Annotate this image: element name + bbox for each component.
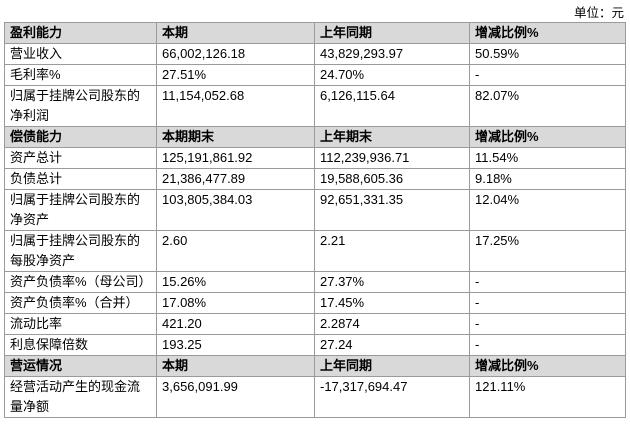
cell: 17.45% bbox=[314, 292, 470, 314]
cell: 本期 bbox=[156, 22, 315, 44]
cell: 上年同期 bbox=[314, 355, 470, 377]
cell: 12.04% bbox=[469, 189, 626, 231]
cell: 增减比例% bbox=[469, 22, 626, 44]
cell: 2.21 bbox=[314, 230, 470, 272]
unit-label: 单位：元 bbox=[573, 6, 624, 20]
cell: 11.54% bbox=[469, 147, 626, 169]
table-row: 资产负债率%（母公司） 15.26% 27.37% - bbox=[4, 271, 626, 293]
cell: 193.25 bbox=[156, 334, 315, 356]
cell: 资产负债率%（合并） bbox=[4, 292, 157, 314]
table-row: 流动比率 421.20 2.2874- bbox=[4, 313, 626, 335]
cell: 125,191,861.92 bbox=[156, 147, 315, 169]
cell: 17.25% bbox=[469, 230, 626, 272]
cell: 2.2874 bbox=[314, 313, 470, 335]
cell: 经营活动产生的现金流量净额 bbox=[4, 376, 157, 418]
cell: 50.59% bbox=[469, 43, 626, 65]
section-header: 偿债能力 本期期末 上年期末 增减比例% bbox=[4, 126, 626, 148]
cell: 21,386,477.89 bbox=[156, 168, 315, 190]
cell: 盈利能力 bbox=[4, 22, 157, 44]
cell: 增减比例% bbox=[469, 126, 626, 148]
cell: 92,651,331.35 bbox=[314, 189, 470, 231]
cell: - bbox=[469, 271, 626, 293]
cell: 9.18% bbox=[469, 168, 626, 190]
cell: 112,239,936.71 bbox=[314, 147, 470, 169]
cell: 归属于挂牌公司股东的净利润 bbox=[4, 85, 157, 127]
cell: 27.51% bbox=[156, 64, 315, 86]
cell: 66,002,126.18 bbox=[156, 43, 315, 65]
table-row: 利息保障倍数 193.25 27.24- bbox=[4, 334, 626, 356]
section-header: 盈利能力 本期 上年同期 增减比例% bbox=[4, 22, 626, 44]
cell: 上年同期 bbox=[314, 22, 470, 44]
cell: 增减比例% bbox=[469, 355, 626, 377]
cell: 本期期末 bbox=[156, 126, 315, 148]
cell: 121.11% bbox=[469, 376, 626, 418]
cell: 43,829,293.97 bbox=[314, 43, 470, 65]
cell: 本期 bbox=[156, 355, 315, 377]
cell: 27.37% bbox=[314, 271, 470, 293]
cell: 24.70% bbox=[314, 64, 470, 86]
cell: -17,317,694.47 bbox=[314, 376, 470, 418]
table-row: 营业收入 66,002,126.18 43,829,293.97 50.59% bbox=[4, 43, 626, 65]
cell: 2.60 bbox=[156, 230, 315, 272]
table-row: 归属于挂牌公司股东的净利润 11,154,052.68 6,126,115.64 82… bbox=[4, 85, 626, 127]
table-row: 经营活动产生的现金流量净额 3,656,091.99 -17,317,694.47 1… bbox=[4, 376, 626, 418]
table-row: 资产负债率%（合并） 17.08% 17.45% - bbox=[4, 292, 626, 314]
cell: 归属于挂牌公司股东的每股净资产 bbox=[4, 230, 157, 272]
cell: 6,126,115.64 bbox=[314, 85, 470, 127]
cell: 资产总计 bbox=[4, 147, 157, 169]
cell: 归属于挂牌公司股东的净资产 bbox=[4, 189, 157, 231]
table-row: 资产总计 125,191,861.92 112,239,936.71 11.54% bbox=[4, 147, 626, 169]
table-row: 负债总计 21,386,477.89 19,588,605.36 9.18% bbox=[4, 168, 626, 190]
cell: 103,805,384.03 bbox=[156, 189, 315, 231]
financial-table: 盈利能力 本期 上年同期 增减比例% 营业收入 66,002,126.18 43,829,2… bbox=[4, 22, 626, 418]
cell: 17.08% bbox=[156, 292, 315, 314]
section-header: 营运情况 本期 上年同期 增减比例% bbox=[4, 355, 626, 377]
cell: 营运情况 bbox=[4, 355, 157, 377]
cell: 上年期末 bbox=[314, 126, 470, 148]
cell: 资产负债率%（母公司） bbox=[4, 271, 157, 293]
cell: 负债总计 bbox=[4, 168, 157, 190]
cell: - bbox=[469, 292, 626, 314]
cell: 15.26% bbox=[156, 271, 315, 293]
cell: 19,588,605.36 bbox=[314, 168, 470, 190]
cell: 流动比率 bbox=[4, 313, 157, 335]
cell: - bbox=[469, 334, 626, 356]
cell: 营业收入 bbox=[4, 43, 157, 65]
table-row: 毛利率% 27.51% 24.70% - bbox=[4, 64, 626, 86]
cell: 27.24 bbox=[314, 334, 470, 356]
cell: 毛利率% bbox=[4, 64, 157, 86]
table-row: 归属于挂牌公司股东的净资产 103,805,384.03 92,651,331.35… bbox=[4, 189, 626, 231]
table-row: 归属于挂牌公司股东的每股净资产 2.60 2.21 17.25% bbox=[4, 230, 626, 272]
cell: 偿债能力 bbox=[4, 126, 157, 148]
cell: - bbox=[469, 64, 626, 86]
cell: 421.20 bbox=[156, 313, 315, 335]
cell: - bbox=[469, 313, 626, 335]
cell: 3,656,091.99 bbox=[156, 376, 315, 418]
cell: 11,154,052.68 bbox=[156, 85, 315, 127]
cell: 82.07% bbox=[469, 85, 626, 127]
cell: 利息保障倍数 bbox=[4, 334, 157, 356]
